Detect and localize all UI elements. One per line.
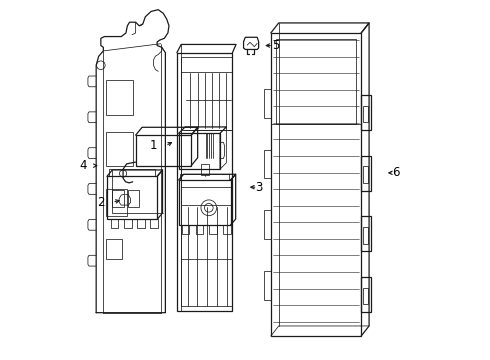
Bar: [223, 225, 231, 234]
Bar: [180, 174, 229, 180]
Text: 1: 1: [149, 139, 157, 152]
Bar: [137, 220, 145, 228]
Bar: [179, 180, 231, 225]
Bar: [112, 190, 124, 207]
Bar: [111, 220, 119, 228]
Bar: [107, 176, 157, 220]
Bar: [364, 288, 368, 304]
Text: 3: 3: [255, 181, 262, 194]
Bar: [364, 166, 368, 183]
Bar: [179, 134, 220, 169]
Bar: [201, 164, 209, 175]
Text: 4: 4: [79, 159, 87, 172]
Bar: [128, 190, 139, 207]
Bar: [364, 227, 368, 244]
Bar: [361, 277, 371, 312]
Bar: [264, 271, 271, 300]
Bar: [150, 220, 158, 228]
Bar: [361, 95, 371, 130]
Text: 2: 2: [97, 196, 104, 209]
Bar: [276, 39, 356, 124]
Bar: [264, 89, 271, 118]
Text: 5: 5: [271, 39, 279, 52]
Bar: [106, 189, 127, 216]
Bar: [196, 225, 203, 234]
Bar: [181, 225, 190, 234]
Bar: [271, 33, 361, 336]
Bar: [106, 132, 133, 166]
Bar: [123, 220, 131, 228]
Bar: [361, 156, 371, 190]
Bar: [106, 80, 133, 116]
Bar: [109, 169, 155, 176]
Bar: [210, 225, 218, 234]
Text: 6: 6: [392, 166, 399, 179]
Bar: [361, 216, 371, 251]
Bar: [106, 239, 122, 259]
Bar: [264, 210, 271, 239]
Bar: [177, 53, 232, 311]
Bar: [136, 135, 191, 166]
Bar: [264, 150, 271, 179]
Bar: [181, 57, 232, 306]
Bar: [364, 106, 368, 122]
